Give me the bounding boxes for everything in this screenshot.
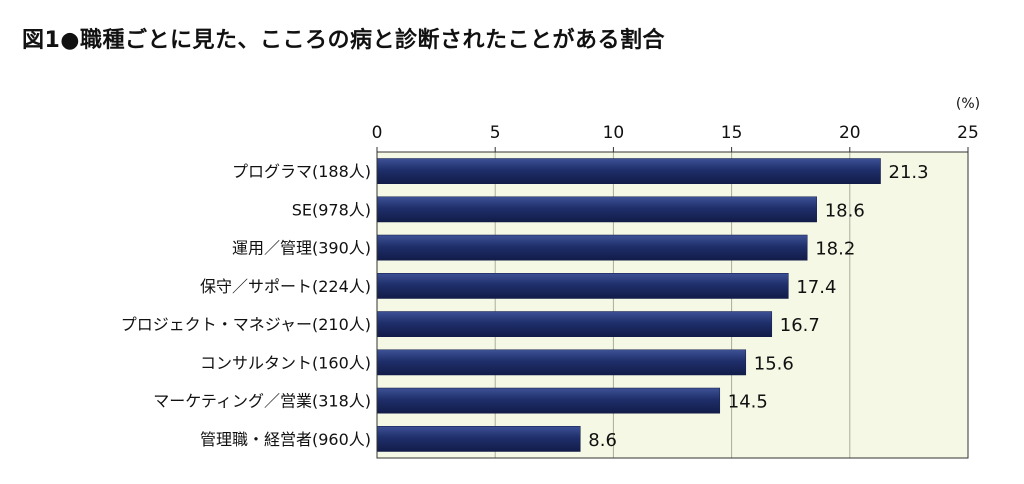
- unit-label: (%): [956, 96, 980, 112]
- x-tick-label: 15: [721, 123, 743, 143]
- bar: [376, 273, 789, 299]
- category-label: 管理職・経営者(960人): [200, 430, 371, 449]
- x-tick-label: 10: [603, 123, 625, 143]
- category-labels: プログラマ(188人) SE(978人) 運用／管理(390人) 保守／サポート(22…: [121, 162, 371, 449]
- x-tick-label: 25: [957, 123, 979, 143]
- category-label: 運用／管理(390人): [232, 239, 371, 258]
- category-label: プログラマ(188人): [232, 162, 371, 181]
- value-label: 8.6: [588, 430, 617, 451]
- value-label: 18.2: [815, 239, 855, 260]
- bar: [376, 349, 747, 376]
- bar: [376, 387, 721, 414]
- x-tick-label: 0: [372, 123, 383, 143]
- bar: [376, 158, 881, 184]
- x-tick-label: 5: [490, 123, 501, 143]
- bar: [376, 426, 581, 452]
- x-axis-ticks: 0 5 10 15 20 25: [372, 123, 979, 152]
- value-label: 18.6: [825, 200, 865, 221]
- chart-title: 図1●職種ごとに見た、こころの病と診断されたことがある割合: [22, 28, 666, 53]
- value-label: 15.6: [754, 353, 794, 374]
- value-label: 14.5: [728, 392, 768, 413]
- plot-border: [376, 151, 969, 459]
- category-label: コンサルタント(160人): [200, 353, 371, 372]
- category-label: 保守／サポート(224人): [200, 277, 371, 296]
- category-label: マーケティング／営業(318人): [153, 392, 371, 411]
- bars: [376, 158, 881, 452]
- category-label: プロジェクト・マネジャー(210人): [121, 315, 371, 334]
- x-tick-label: 20: [839, 123, 861, 143]
- value-label: 16.7: [780, 315, 820, 336]
- bar: [376, 311, 773, 337]
- value-label: 17.4: [796, 277, 836, 298]
- bar: [376, 234, 808, 261]
- value-label: 21.3: [889, 162, 929, 183]
- category-label: SE(978人): [292, 200, 371, 219]
- bar: [376, 196, 817, 223]
- value-labels: 21.3 18.6 18.2 17.4 16.7 15.6 14.5 8.6: [588, 162, 928, 451]
